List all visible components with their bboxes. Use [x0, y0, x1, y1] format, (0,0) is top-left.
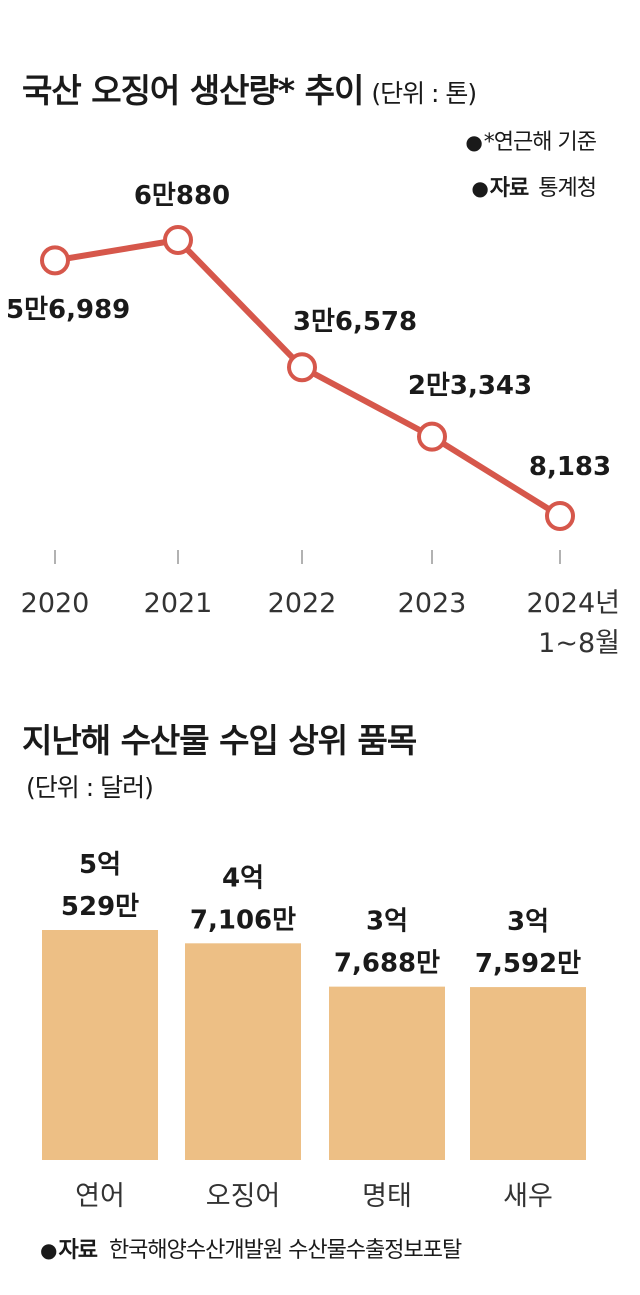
bar-chart-title: 지난해 수산물 수입 상위 품목 [22, 721, 417, 760]
bar-category-3: 새우 [503, 1181, 553, 1212]
data-label-2: 3만6,578 [293, 307, 417, 337]
data-label-0: 5만6,989 [6, 295, 130, 325]
bullet-icon: ● [465, 130, 482, 154]
data-label-3: 2만3,343 [408, 371, 532, 401]
bar-label-1: 4억 7,106만 [190, 863, 296, 935]
bar-3 [470, 987, 586, 1160]
x-tick-label-0: 2020 [21, 588, 90, 619]
line-chart-note: ●*연근해 기준 [465, 124, 597, 156]
x-tick-label-4: 2024년 1~8월 [526, 588, 620, 659]
line-chart-source: ●자료 통계청 [471, 170, 597, 202]
data-point-2 [287, 352, 317, 383]
bar-1 [185, 943, 301, 1160]
source-label: 자료 [58, 1238, 97, 1263]
source-text: 한국해양수산개발원 수산물수출정보포탈 [108, 1238, 462, 1263]
line-chart-title: 국산 오징어 생산량* 추이 (단위 : 톤) [22, 64, 477, 112]
bar-0 [42, 930, 158, 1160]
x-tick-label-1: 2021 [144, 588, 213, 619]
bar-label-0: 5억 529만 [61, 850, 139, 922]
bar-chart-source: ●자료 한국해양수산개발원 수산물수출정보포탈 [40, 1232, 462, 1264]
data-point-1 [163, 225, 193, 255]
bar-category-0: 연어 [75, 1181, 125, 1212]
bar-category-1: 오징어 [206, 1181, 281, 1212]
data-label-4: 8,183 [529, 452, 611, 482]
bullet-icon: ● [40, 1238, 57, 1262]
source-label: 자료 [489, 176, 529, 201]
line-chart-title-text: 국산 오징어 생산량* 추이 [22, 71, 364, 110]
x-tick-label-3: 2023 [398, 588, 467, 619]
x-tick-label-2: 2022 [268, 588, 337, 619]
data-point-3 [417, 421, 447, 452]
bullet-icon: ● [471, 176, 488, 200]
data-point-4 [545, 501, 575, 531]
bar-chart-unit: (단위 : 달러) [26, 773, 154, 802]
bar-label-3: 3억 7,592만 [475, 907, 581, 979]
bar-category-2: 명태 [362, 1181, 412, 1212]
data-point-0 [40, 245, 70, 276]
note-text: *연근해 기준 [483, 130, 597, 155]
source-text: 통계청 [538, 176, 597, 201]
bar-label-2: 3억 7,688만 [334, 907, 440, 979]
data-label-1: 6만880 [134, 181, 230, 211]
line-chart-unit: (단위 : 톤) [371, 79, 477, 108]
bar-2 [329, 986, 445, 1160]
